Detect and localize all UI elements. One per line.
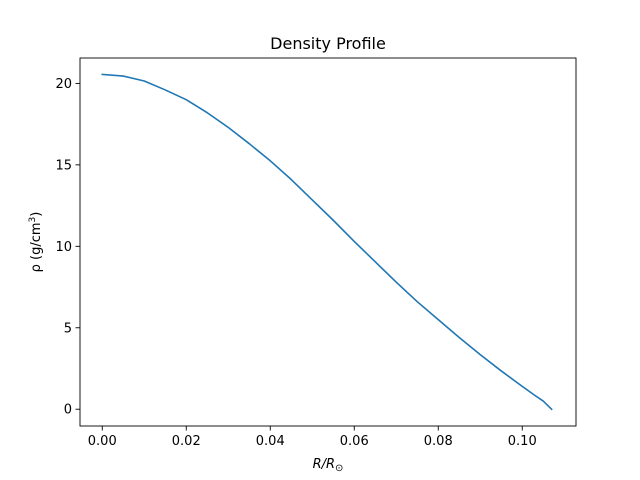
- x-tick-label: 0.04: [256, 434, 285, 449]
- axes-frame: [79, 57, 577, 427]
- x-axis-label-subscript: ⊙: [335, 463, 343, 474]
- y-axis-label-post: ): [29, 212, 44, 217]
- y-axis-label-superscript: 3: [28, 217, 38, 223]
- x-tick-label: 0.02: [172, 434, 201, 449]
- x-axis-label: R/R⊙: [313, 457, 344, 474]
- y-tick-label: 5: [64, 321, 72, 336]
- y-tick-label: 0: [64, 403, 72, 418]
- chart-title: Density Profile: [270, 34, 386, 53]
- x-tick-label: 0.06: [340, 434, 369, 449]
- y-tick-label: 10: [55, 240, 72, 255]
- x-tick-label: 0.08: [424, 434, 453, 449]
- y-axis-label-pre: ρ (g/cm: [29, 222, 44, 272]
- y-tick-label: 20: [55, 77, 72, 92]
- x-axis-label-base: R/R: [313, 457, 335, 472]
- y-axis-label: ρ (g/cm3): [28, 212, 44, 273]
- y-tick-label: 15: [55, 158, 72, 173]
- x-tick-label: 0.10: [508, 434, 537, 449]
- plot-area: 0.00 0.02 0.04 0.06 0.08 0.10 0 5 10 15 20: [55, 57, 577, 449]
- series-line-0: [101, 73, 553, 411]
- x-tick-label: 0.00: [88, 434, 117, 449]
